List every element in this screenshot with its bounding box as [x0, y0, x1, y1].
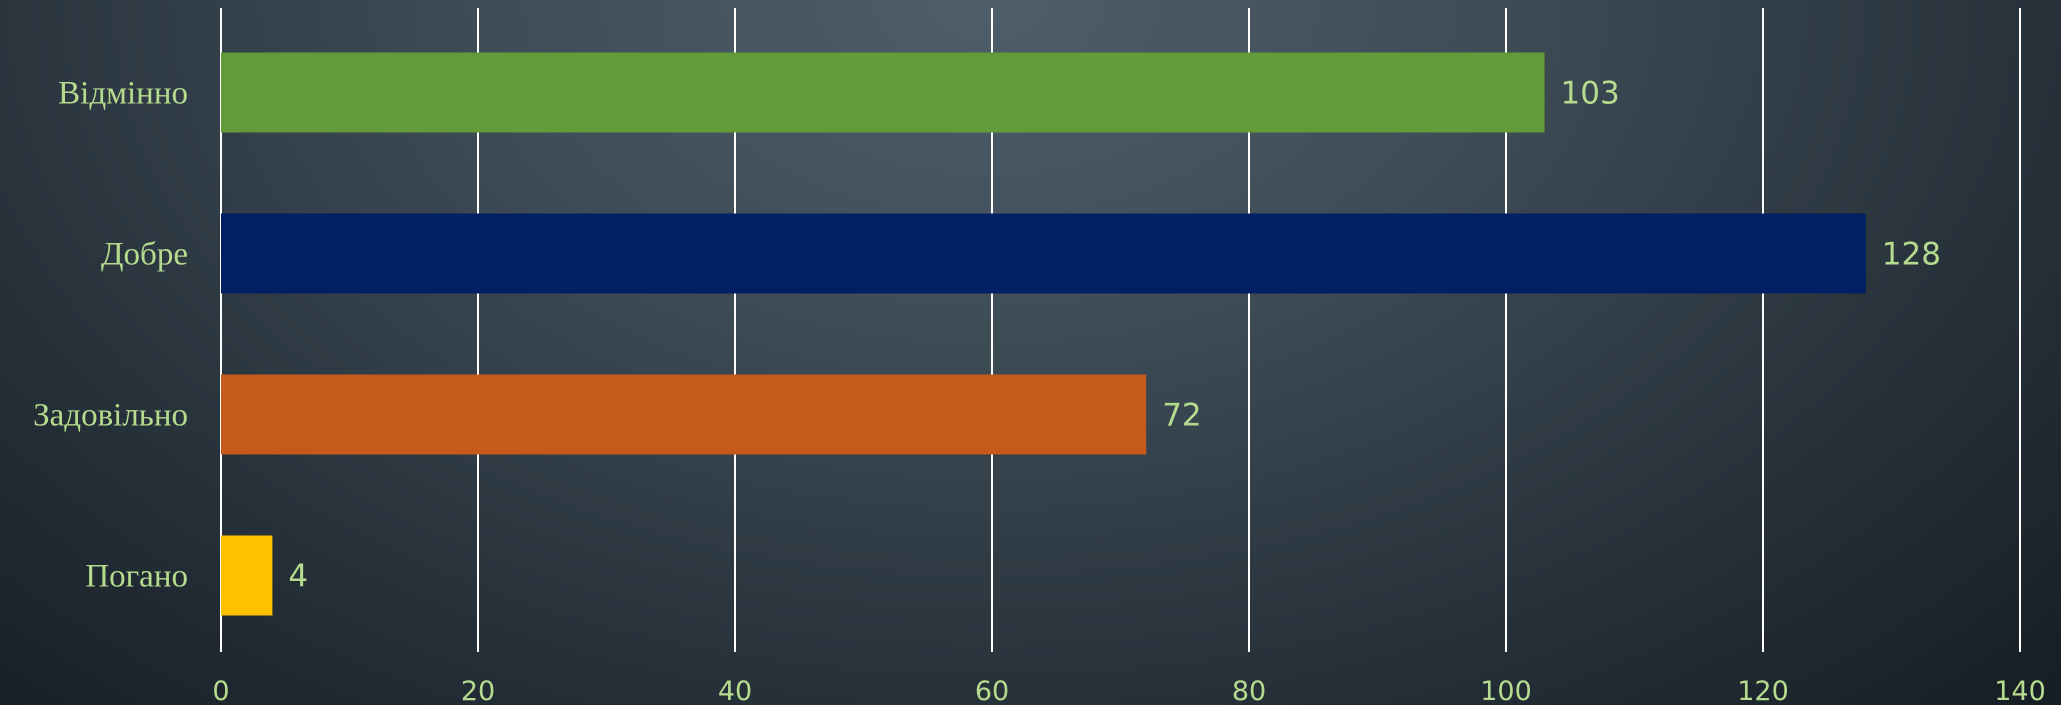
- data-labels: 103 128 72 4: [288, 76, 1941, 595]
- category-label: Відмінно: [58, 76, 188, 112]
- category-label: Погано: [85, 559, 188, 595]
- x-tick-label: 140: [1994, 676, 2046, 705]
- data-label: 103: [1561, 76, 1620, 112]
- x-tick-label: 40: [718, 676, 752, 705]
- bars-group: [221, 52, 1866, 616]
- x-tick-label: 60: [975, 676, 1009, 705]
- category-label: Добре: [101, 237, 188, 273]
- x-tick-label: 80: [1232, 676, 1266, 705]
- bar-4: [221, 535, 273, 616]
- bar-2: [221, 213, 1866, 294]
- data-label: 4: [288, 559, 308, 595]
- x-tick-label: 120: [1737, 676, 1789, 705]
- x-tick-label: 20: [461, 676, 495, 705]
- data-label: 72: [1162, 398, 1201, 434]
- x-tick-label: 100: [1480, 676, 1532, 705]
- x-tick-label: 0: [212, 676, 229, 705]
- data-label: 128: [1882, 237, 1941, 273]
- bar-3: [221, 374, 1147, 455]
- category-labels: Відмінно Добре Задовільно Погано: [33, 76, 188, 595]
- bar-1: [221, 52, 1545, 133]
- category-label: Задовільно: [33, 398, 188, 434]
- x-axis-tick-labels: 0 20 40 60 80 100 120 140: [212, 676, 2045, 705]
